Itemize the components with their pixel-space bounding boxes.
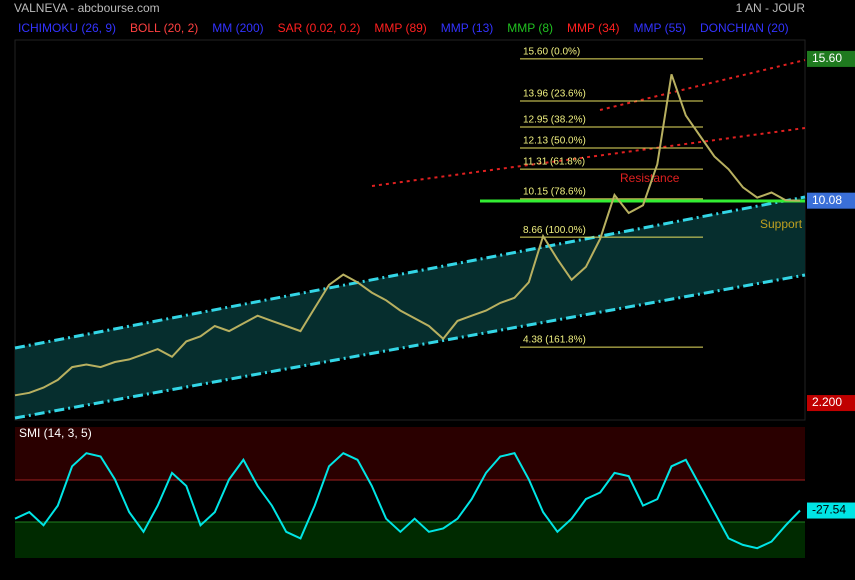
annotation: Support (760, 217, 803, 231)
indicator-label: SAR (0.02, 0.2) (278, 21, 361, 35)
indicator-label: DONCHIAN (20) (700, 21, 789, 35)
price-tag-label: 2.200 (812, 395, 842, 409)
fib-label: 15.60 (0.0%) (523, 47, 580, 58)
price-tag (807, 50, 855, 67)
indicator-label: BOLL (20, 2) (130, 21, 198, 35)
fib-label: 12.13 (50.0%) (523, 136, 586, 147)
price-line (14, 452, 801, 550)
header-period: 1 AN - JOUR (736, 1, 806, 15)
price-tag (807, 395, 855, 412)
smi-lower-zone (15, 522, 805, 558)
trend-line (371, 127, 806, 187)
annotation: Resistance (620, 171, 680, 185)
fib-label: 10.15 (78.6%) (523, 187, 586, 198)
fib-label: 8.66 (100.0%) (523, 225, 586, 236)
fib-label: 4.38 (161.8%) (523, 335, 586, 346)
channel-lower (14, 273, 806, 420)
indicator-label: MMP (89) (374, 21, 426, 35)
indicator-label: MM (200) (212, 21, 263, 35)
smi-title: SMI (14, 3, 5) (19, 426, 92, 440)
smi-upper-zone (15, 427, 805, 480)
smi-mid-zone (15, 480, 805, 522)
indicator-label: ICHIMOKU (26, 9) (18, 21, 116, 35)
indicator-label: MMP (55) (633, 21, 685, 35)
price-tag-label: -27.54 (812, 503, 846, 517)
header-title: VALNEVA - abcbourse.com (14, 1, 160, 15)
indicator-label: MMP (34) (567, 21, 619, 35)
indicator-label: MMP (8) (507, 21, 553, 35)
channel-upper (14, 195, 806, 350)
price-tag-label: 10.08 (812, 193, 842, 207)
indicator-label: MMP (13) (441, 21, 493, 35)
fib-label: 11.31 (61.8%) (523, 157, 585, 168)
price-tag (807, 502, 855, 519)
trend-line (599, 59, 806, 111)
fib-label: 12.95 (38.2%) (523, 115, 586, 126)
fib-label: 13.96 (23.6%) (523, 89, 586, 100)
channel-fill (15, 197, 805, 418)
price-tag (807, 192, 855, 209)
price-line (14, 73, 801, 397)
price-tag-label: 15.60 (812, 51, 842, 65)
